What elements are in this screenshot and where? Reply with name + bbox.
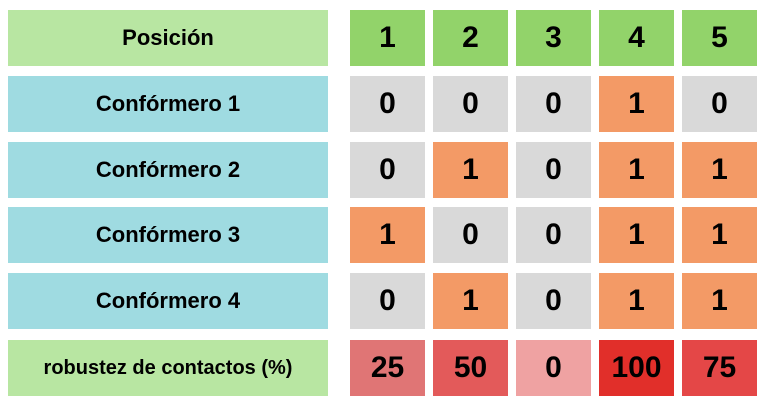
- contact-cell-r4-p4: 1: [599, 273, 674, 329]
- contact-cell-r4-p4-text: 1: [628, 284, 645, 317]
- contact-cell-r2-p5-text: 1: [711, 153, 728, 186]
- contact-cell-r2-p2-text: 1: [462, 153, 479, 186]
- contact-cell-r4-p1: 0: [350, 273, 425, 329]
- contact-cell-r2-p4-text: 1: [628, 153, 645, 186]
- header-position-1-text: 1: [379, 21, 396, 54]
- header-position-1: 1: [350, 10, 425, 66]
- robustness-cell-p5: 75: [682, 340, 757, 396]
- contact-cell-r1-p4-text: 1: [628, 87, 645, 120]
- contact-cell-r1-p3: 0: [516, 76, 591, 132]
- header-position-label: Posición: [8, 10, 328, 66]
- contact-cell-r1-p2-text: 0: [462, 87, 479, 120]
- header-position-3-text: 3: [545, 21, 562, 54]
- contact-cell-r3-p5-text: 1: [711, 218, 728, 251]
- header-position-3: 3: [516, 10, 591, 66]
- conformer-4-label: Confórmero 4: [8, 273, 328, 329]
- robustness-label-text: robustez de contactos (%): [43, 356, 293, 379]
- header-position-2-text: 2: [462, 21, 479, 54]
- contact-cell-r2-p1: 0: [350, 142, 425, 198]
- contact-cell-r2-p1-text: 0: [379, 153, 396, 186]
- contact-cell-r2-p2: 1: [433, 142, 508, 198]
- robustness-cell-p2: 50: [433, 340, 508, 396]
- header-position-label-text: Posición: [122, 25, 214, 50]
- robustness-cell-p1-text: 25: [370, 351, 405, 384]
- robustness-cell-p3-text: 0: [545, 351, 562, 384]
- contact-cell-r3-p4: 1: [599, 207, 674, 263]
- robustness-cell-p5-text: 75: [702, 351, 737, 384]
- header-position-5: 5: [682, 10, 757, 66]
- contact-cell-r2-p3-text: 0: [545, 153, 562, 186]
- contact-cell-r4-p2: 1: [433, 273, 508, 329]
- conformer-3-label: Confórmero 3: [8, 207, 328, 263]
- header-position-5-text: 5: [711, 21, 728, 54]
- contact-cell-r2-p5: 1: [682, 142, 757, 198]
- robustness-cell-p4: 100: [599, 340, 674, 396]
- contact-cell-r2-p4: 1: [599, 142, 674, 198]
- conformer-1-label: Confórmero 1: [8, 76, 328, 132]
- contact-cell-r4-p3-text: 0: [545, 284, 562, 317]
- contact-cell-r3-p3: 0: [516, 207, 591, 263]
- robustness-cell-p4-text: 100: [611, 351, 662, 384]
- contact-cell-r1-p4: 1: [599, 76, 674, 132]
- header-position-4-text: 4: [628, 21, 645, 54]
- contact-cell-r4-p2-text: 1: [462, 284, 479, 317]
- robustness-cell-p3: 0: [516, 340, 591, 396]
- conformer-2-label-text: Confórmero 2: [95, 157, 241, 182]
- contact-cell-r4-p5-text: 1: [711, 284, 728, 317]
- contact-cell-r3-p1-text: 1: [379, 218, 396, 251]
- contact-cell-r2-p3: 0: [516, 142, 591, 198]
- conformer-3-label-text: Confórmero 3: [95, 222, 241, 247]
- header-position-4: 4: [599, 10, 674, 66]
- contact-cell-r3-p1: 1: [350, 207, 425, 263]
- contact-cell-r1-p5: 0: [682, 76, 757, 132]
- contact-cell-r1-p1-text: 0: [379, 87, 396, 120]
- contact-cell-r3-p2: 0: [433, 207, 508, 263]
- contact-cell-r4-p5: 1: [682, 273, 757, 329]
- conformer-4-label-text: Confórmero 4: [95, 288, 241, 313]
- robustness-cell-p1: 25: [350, 340, 425, 396]
- contact-cell-r3-p5: 1: [682, 207, 757, 263]
- robustness-label: robustez de contactos (%): [8, 340, 328, 396]
- header-position-2: 2: [433, 10, 508, 66]
- contact-cell-r4-p3: 0: [516, 273, 591, 329]
- contact-cell-r1-p5-text: 0: [711, 87, 728, 120]
- conformer-1-label-text: Confórmero 1: [95, 91, 241, 116]
- contact-cell-r3-p3-text: 0: [545, 218, 562, 251]
- contact-cell-r3-p2-text: 0: [462, 218, 479, 251]
- contact-cell-r1-p2: 0: [433, 76, 508, 132]
- contact-cell-r4-p1-text: 0: [379, 284, 396, 317]
- contact-cell-r1-p1: 0: [350, 76, 425, 132]
- robustness-cell-p2-text: 50: [453, 351, 488, 384]
- contact-cell-r3-p4-text: 1: [628, 218, 645, 251]
- conformer-2-label: Confórmero 2: [8, 142, 328, 198]
- contact-cell-r1-p3-text: 0: [545, 87, 562, 120]
